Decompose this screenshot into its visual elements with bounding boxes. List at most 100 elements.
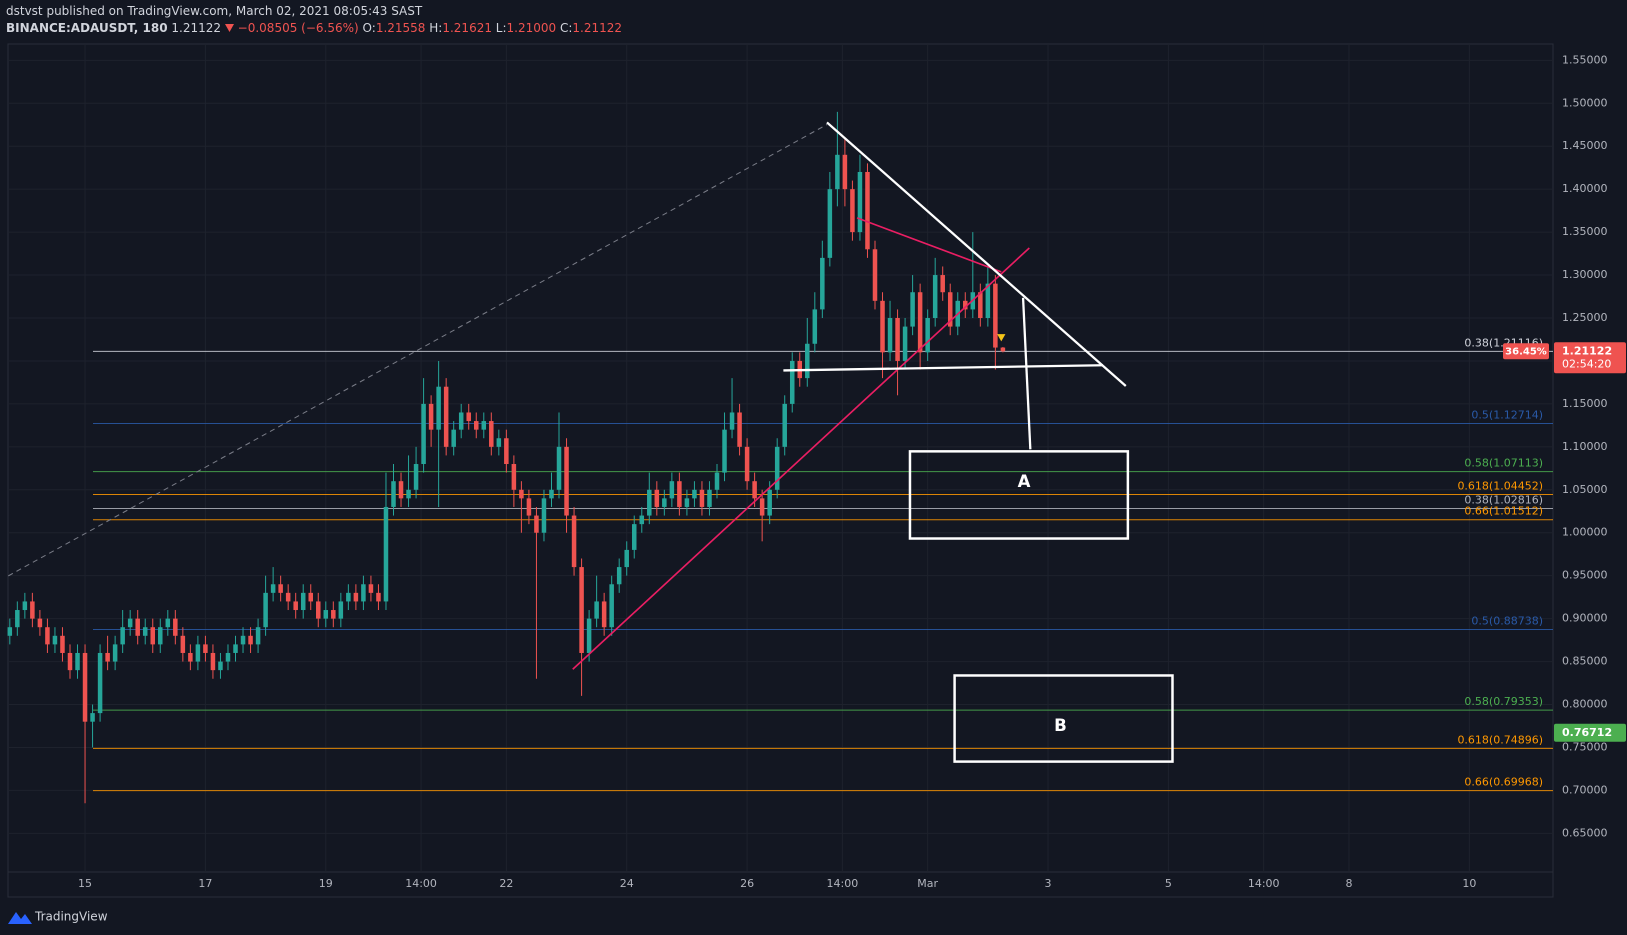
candle-body: [135, 618, 140, 636]
fib-label: 0.66(1.01512): [1464, 505, 1543, 518]
candle-body: [947, 292, 953, 327]
ohlc-value: 1.21000: [506, 21, 557, 35]
candle-body: [842, 154, 848, 190]
triangle-line: [826, 121, 1127, 387]
candle-body: [331, 610, 336, 619]
x-tick-label: 14:00: [827, 877, 859, 890]
x-tick-label: 14:00: [405, 877, 437, 890]
candle-body: [902, 326, 908, 361]
candle-body: [722, 429, 727, 473]
candle-body: [677, 481, 682, 507]
last-price-tag: [1554, 342, 1626, 374]
fib-label: 0.5(0.88738): [1471, 614, 1543, 627]
price: 1.21122: [171, 21, 222, 35]
candle-body: [82, 652, 88, 722]
y-tick-label: 1.45000: [1562, 139, 1608, 152]
candle-body: [895, 317, 900, 361]
candle-body: [173, 618, 178, 636]
candle-body: [52, 635, 58, 645]
change: −0.08505 (−6.56%): [237, 21, 359, 35]
candle-body: [541, 498, 547, 533]
candle-body: [549, 489, 554, 499]
candle-body: [504, 438, 509, 465]
trend-line: [572, 247, 1030, 670]
trend-dashed: [8, 124, 828, 577]
candle-body: [910, 292, 915, 327]
candle-body: [413, 464, 419, 490]
candle-body: [534, 515, 539, 533]
candle-body: [353, 592, 359, 602]
candle-body: [316, 601, 321, 619]
candle-body: [526, 498, 532, 516]
candle-body: [180, 635, 186, 653]
candle-body: [985, 283, 991, 318]
fib-label: 0.58(1.07113): [1464, 457, 1543, 470]
candle-body: [835, 154, 840, 190]
candle-body: [887, 317, 893, 353]
candle-body: [120, 627, 125, 645]
candle-body: [556, 446, 562, 490]
y-tick-label: 0.75000: [1562, 740, 1608, 753]
candle-body: [150, 627, 156, 645]
y-tick-label: 0.70000: [1562, 783, 1608, 796]
candle-body: [564, 446, 569, 516]
candle-body: [391, 481, 396, 507]
candle-body: [880, 300, 885, 353]
candle-body: [436, 386, 441, 430]
fib-label: 0.5(1.12714): [1471, 409, 1543, 422]
candle-body: [925, 317, 930, 353]
target-box: [953, 674, 1174, 763]
candle-body: [323, 610, 329, 619]
candle-body: [218, 661, 223, 671]
candle-body: [7, 627, 13, 636]
candle-body: [30, 601, 35, 619]
ohlc-value: 1.21122: [572, 21, 623, 35]
candle-body: [707, 489, 712, 507]
x-tick-label: 8: [1345, 877, 1352, 890]
y-tick-label: 1.30000: [1562, 268, 1608, 281]
candle-body: [865, 171, 870, 250]
candle-body: [647, 489, 652, 516]
candle-body: [978, 292, 983, 318]
candle-body: [15, 610, 20, 628]
candle-body: [188, 652, 193, 662]
y-tick-label: 0.95000: [1562, 569, 1608, 582]
candle-body: [631, 524, 637, 550]
candle-body: [195, 644, 201, 662]
candle-body: [767, 489, 772, 516]
x-tick-label: 10: [1462, 877, 1476, 890]
fib-label: 0.38(1.02816): [1464, 494, 1543, 507]
candles: [7, 111, 1006, 804]
candle-body: [263, 592, 268, 628]
candle-body: [60, 635, 65, 653]
candle-body: [579, 567, 584, 653]
candle-body: [684, 498, 690, 507]
candle-body: [458, 412, 464, 430]
candle-body: [932, 275, 938, 318]
candle-body: [774, 446, 780, 490]
candle-body: [75, 652, 80, 671]
candle-body: [699, 489, 705, 507]
candle-body: [158, 627, 163, 645]
candle-body: [270, 584, 276, 593]
y-tick-label: 1.35000: [1562, 225, 1608, 238]
countdown-label: 02:54:20: [1562, 357, 1611, 370]
candle-body: [752, 481, 757, 499]
candle-body: [714, 472, 720, 490]
y-tick-label: 0.65000: [1562, 826, 1608, 839]
fib-label: 0.618(0.74896): [1457, 733, 1543, 746]
x-tick-label: Mar: [917, 877, 938, 890]
candle-body: [812, 309, 818, 344]
candle-body: [692, 489, 697, 499]
symbol-line: BINANCE:ADAUSDT, 180 1.21122 −0.08505 (−…: [6, 20, 622, 37]
target-box: [908, 450, 1130, 540]
fib-label: 0.618(1.04452): [1457, 479, 1543, 492]
alert-price-tag: [1554, 723, 1626, 742]
candle-body: [473, 421, 479, 430]
trend-line: [856, 217, 1002, 273]
candle-body: [300, 592, 306, 611]
candle-body: [857, 171, 863, 233]
candle-body: [805, 343, 810, 379]
